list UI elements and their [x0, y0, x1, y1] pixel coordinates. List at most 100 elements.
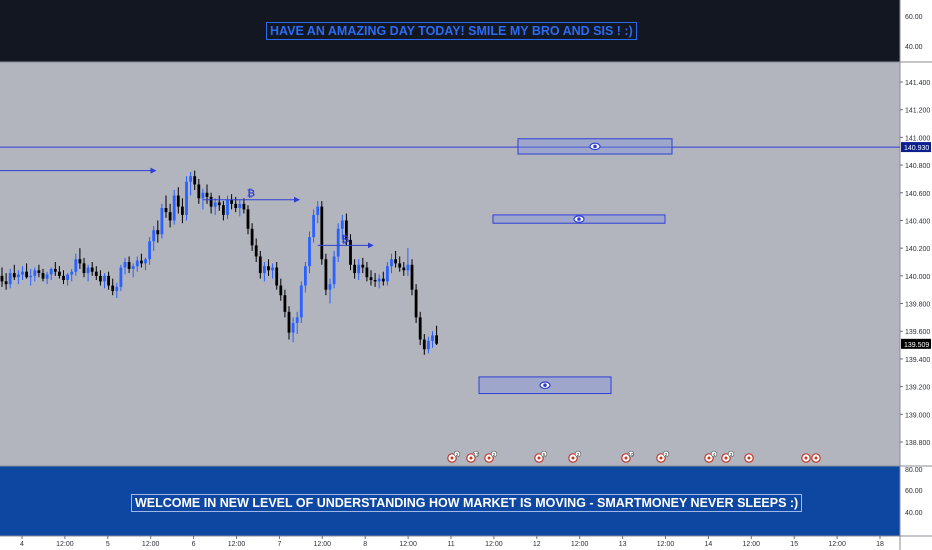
event-count-label: 2	[456, 452, 459, 457]
event-icon-dot	[747, 456, 751, 460]
candle-body	[254, 245, 258, 257]
candle-body	[340, 220, 344, 229]
event-count-bubble	[540, 450, 548, 458]
event-count-bubble	[710, 450, 718, 458]
candle	[86, 264, 90, 282]
candle-body	[312, 214, 315, 238]
event-badge[interactable]: 3	[721, 450, 735, 463]
event-icon-dot	[450, 456, 454, 460]
candle	[410, 259, 414, 296]
candle-body	[234, 203, 238, 208]
candle-body	[140, 260, 143, 264]
event-badge[interactable]: 2	[484, 450, 498, 463]
time-tick-label: 13	[619, 541, 627, 548]
candle	[33, 267, 37, 282]
candle-body	[58, 271, 61, 276]
event-badge[interactable]: 2	[656, 450, 670, 463]
candle-body	[94, 271, 98, 276]
candle	[386, 262, 389, 286]
candle	[328, 278, 332, 304]
event-badge[interactable]: 4	[704, 450, 718, 463]
event-count-bubble	[472, 450, 480, 458]
candle-body	[66, 274, 69, 280]
bottom-axis-label: 40.00	[905, 510, 923, 517]
event-badge[interactable]: 5	[534, 450, 548, 463]
candle	[156, 220, 160, 243]
candle	[160, 203, 164, 239]
candle-body	[45, 274, 49, 279]
drawing-arrow[interactable]: ₿	[317, 233, 374, 249]
candle	[308, 231, 311, 274]
candle	[316, 201, 320, 224]
candle-body	[82, 263, 86, 274]
top-pane-axis: 60.00 40.00	[905, 14, 923, 51]
candle	[74, 253, 78, 276]
candle-body	[287, 311, 291, 333]
candle-body	[172, 195, 176, 221]
price-tag-label: 139.509	[904, 342, 929, 349]
candle	[361, 257, 365, 274]
candle	[193, 170, 197, 190]
eye-zone-lower[interactable]	[478, 376, 612, 395]
price-axis-ticks: 141.400 141.200 141.000 140.800 140.600 140.4…	[900, 80, 930, 447]
eye-zone-middle[interactable]	[492, 214, 666, 224]
event-badge[interactable]	[801, 453, 811, 463]
candle	[140, 253, 143, 268]
event-badge[interactable]: 2	[568, 450, 582, 463]
event-count-label: 2	[493, 452, 496, 457]
price-tick-label: 140.400	[905, 218, 930, 225]
candle-body	[185, 181, 188, 215]
bitcoin-icon: ₿	[247, 188, 255, 200]
candle-body	[324, 259, 328, 290]
candle	[45, 271, 49, 285]
candle-body	[135, 260, 139, 267]
candle	[37, 264, 41, 278]
candle-body	[193, 176, 197, 185]
candle	[99, 270, 102, 286]
candle-body	[398, 263, 402, 268]
bottom-banner-text: WELCOME IN NEW LEVEL OF UNDERSTANDING HO…	[131, 494, 803, 512]
event-badge[interactable]: 17	[466, 450, 480, 463]
event-icon-dot	[814, 456, 818, 460]
candle	[123, 257, 127, 275]
event-badge[interactable]	[744, 453, 754, 463]
candle	[127, 256, 131, 274]
candle	[271, 263, 274, 279]
candle-body	[258, 256, 262, 274]
main-price-pane[interactable]	[0, 62, 900, 466]
event-count-bubble	[662, 450, 670, 458]
candle	[144, 257, 147, 271]
candles	[0, 170, 438, 355]
candle-body	[201, 192, 205, 199]
candle	[107, 271, 110, 290]
candle	[357, 259, 361, 280]
event-icon-dot	[537, 456, 541, 460]
candle-body	[336, 228, 340, 257]
event-badge[interactable]: 2	[447, 450, 461, 463]
candle-body	[275, 267, 279, 286]
candle	[94, 266, 98, 280]
candle-body	[4, 281, 8, 285]
eye-zone-upper[interactable]	[517, 138, 673, 155]
candle-body	[8, 273, 12, 285]
time-tick-label: 14	[705, 541, 713, 548]
event-count-label: 2	[665, 452, 668, 457]
drawing-arrow[interactable]: ₿	[202, 188, 300, 203]
candle-body	[152, 230, 156, 242]
candle-body	[156, 230, 160, 235]
candle-body	[107, 275, 110, 286]
event-count-bubble	[627, 450, 635, 458]
candle-body	[414, 289, 418, 318]
candle-body	[213, 202, 217, 207]
price-tags: 140.930 139.509	[901, 142, 931, 349]
candle	[29, 268, 33, 286]
candle	[62, 270, 65, 285]
candle-body	[70, 271, 74, 275]
event-count-label: 10	[628, 452, 634, 457]
top-banner-text: HAVE AN AMAZING DAY TODAY! SMILE MY BRO …	[266, 22, 637, 40]
event-badge[interactable]: 10	[621, 450, 635, 463]
candle	[66, 273, 69, 286]
event-badge[interactable]	[811, 453, 821, 463]
